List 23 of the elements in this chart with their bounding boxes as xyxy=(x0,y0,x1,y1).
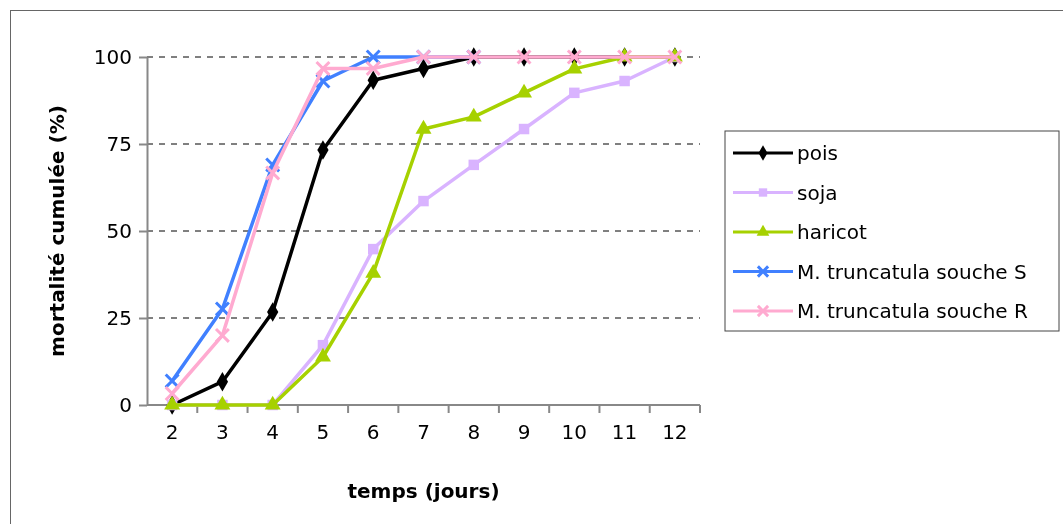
x-tick-label: 12 xyxy=(662,420,688,444)
x-tick-label: 2 xyxy=(165,420,179,444)
legend-label: M. truncatula souche S xyxy=(797,259,1027,284)
x-tick-label: 8 xyxy=(467,420,481,444)
legend-label: haricot xyxy=(797,220,867,244)
y-tick-label: 25 xyxy=(106,305,132,330)
y-tick-label: 100 xyxy=(93,44,132,69)
y-tick-label: 50 xyxy=(106,218,132,243)
x-tick-label: 4 xyxy=(266,420,280,444)
y-tick-label: 75 xyxy=(106,131,132,156)
x-tick-label: 5 xyxy=(316,420,330,444)
legend-label: pois xyxy=(797,141,838,165)
x-tick-label: 10 xyxy=(561,420,588,444)
x-tick-label: 6 xyxy=(366,420,380,444)
x-tick-label: 9 xyxy=(517,420,531,444)
x-tick-label: 7 xyxy=(417,420,430,444)
x-tick-label: 11 xyxy=(611,420,638,444)
y-axis-title: mortalité cumulée (%) xyxy=(45,105,69,357)
x-axis-title: temps (jours) xyxy=(347,479,500,503)
y-tick-label: 0 xyxy=(119,392,132,417)
legend-label: M. truncatula souche R xyxy=(797,299,1028,323)
x-tick-label: 3 xyxy=(216,420,229,444)
legend-label: soja xyxy=(797,180,838,205)
